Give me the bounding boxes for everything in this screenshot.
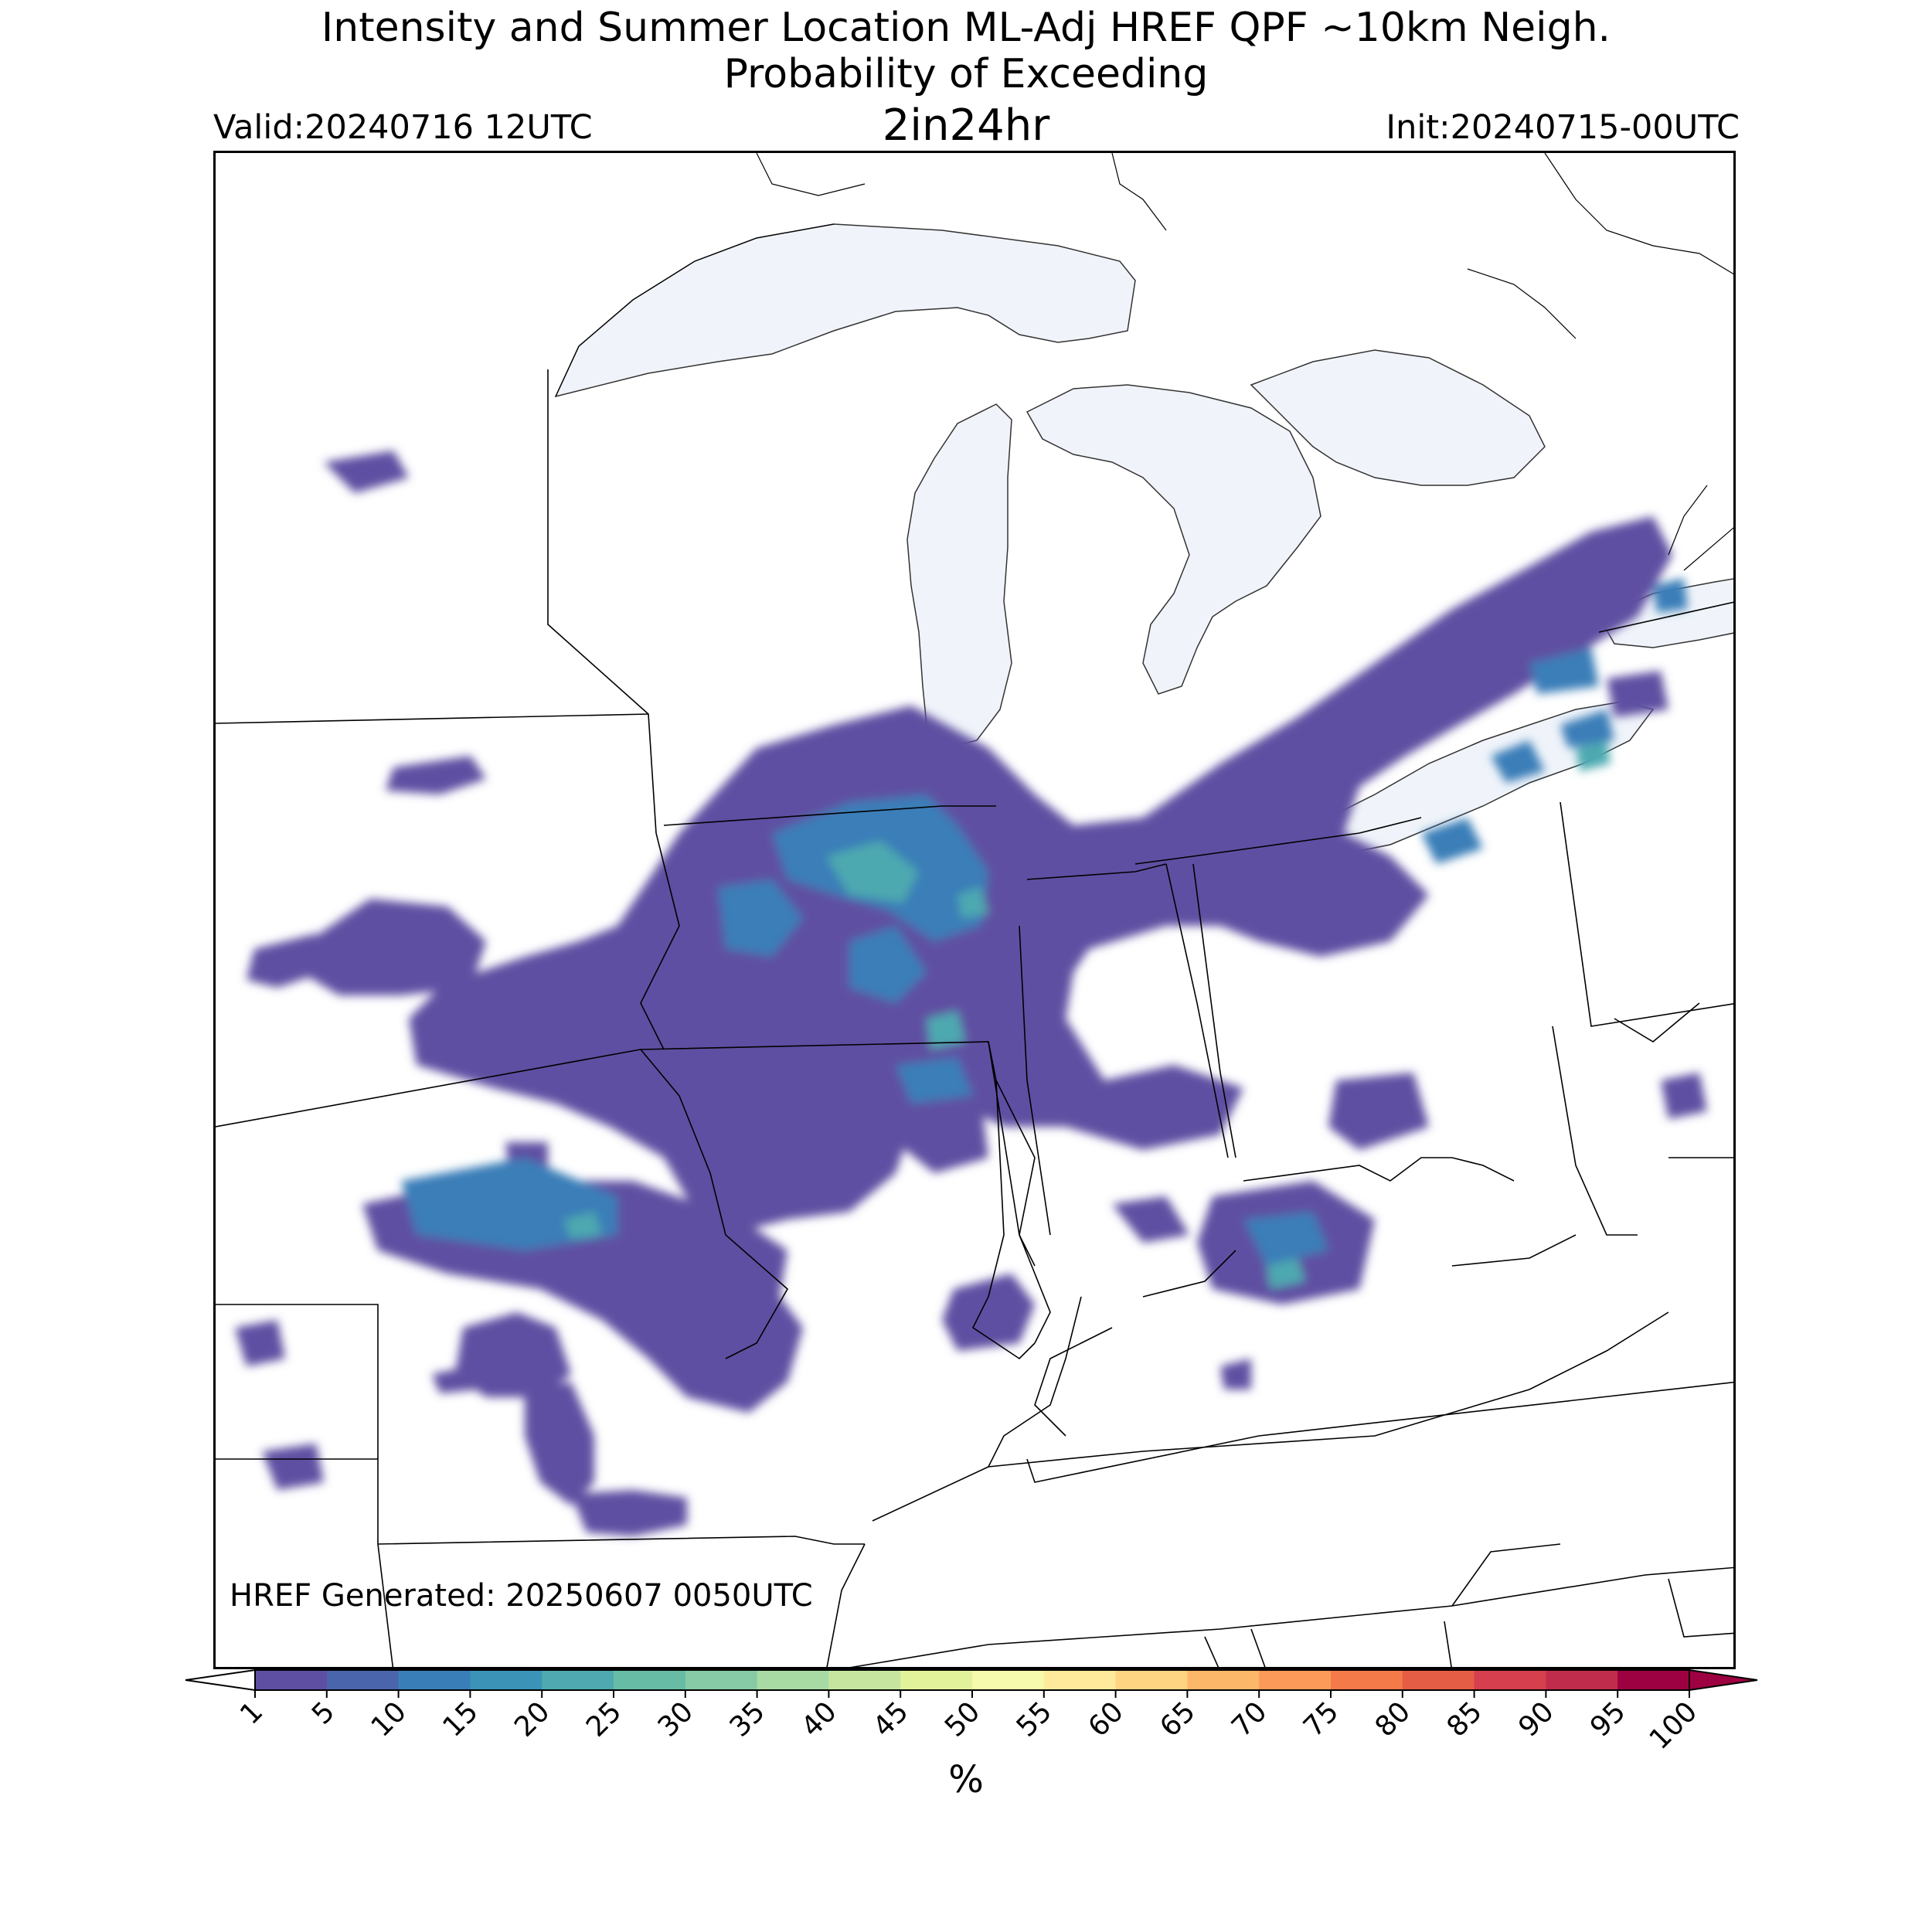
colorbar: 1 5 10 15 20 25 30 35 40 45 50 55 60 65 70 75 80 85 90 95 10… xyxy=(185,1668,1758,1756)
colorbar-segment xyxy=(1402,1670,1475,1690)
lake-huron xyxy=(1026,384,1321,695)
colorbar-segment xyxy=(1474,1670,1546,1690)
colorbar-segment xyxy=(398,1670,471,1690)
colorbar-segment xyxy=(1043,1670,1117,1690)
colorbar-tick-label: 90 xyxy=(1512,1696,1560,1743)
colorbar-tick-label: 45 xyxy=(867,1696,914,1743)
map-title-threshold: 2in24hr xyxy=(882,100,1050,151)
colorbar-tick-label: 35 xyxy=(724,1696,771,1743)
colorbar-segment xyxy=(614,1670,686,1690)
colorbar-segment xyxy=(1546,1670,1618,1690)
map-title-line1: Intensity and Summer Location ML-Adj HRE… xyxy=(321,5,1611,51)
colorbar-tick-label: 5 xyxy=(306,1696,341,1730)
probability-map: HREF Generated: 20250607 0050UTC xyxy=(213,151,1736,1669)
colorbar-segment xyxy=(542,1670,614,1690)
colorbar-tick-label: 85 xyxy=(1441,1696,1488,1743)
colorbar-segment xyxy=(1115,1670,1188,1690)
colorbar-tick-label: 15 xyxy=(437,1696,484,1743)
coastlines xyxy=(555,153,1733,571)
valid-time-label: Valid:20240716 12UTC xyxy=(213,108,593,147)
colorbar-tick-label: 10 xyxy=(366,1696,413,1743)
colorbar-tick-label: 80 xyxy=(1369,1696,1417,1743)
colorbar-extend-min xyxy=(185,1668,256,1692)
colorbar-segment xyxy=(1617,1670,1690,1690)
lake-michigan xyxy=(906,403,1012,749)
colorbar-tick-label: 95 xyxy=(1584,1696,1631,1743)
prob-20-25-band xyxy=(563,740,1611,1289)
colorbar-segment xyxy=(255,1670,328,1690)
colorbar-tick-label: 100 xyxy=(1644,1696,1704,1756)
colorbar-segment xyxy=(972,1670,1045,1690)
colorbar-tick-label: 50 xyxy=(939,1696,986,1743)
init-time-label: Init:20240715-00UTC xyxy=(1386,108,1740,147)
prob-1-5-band xyxy=(235,451,1707,1536)
colorbar-tick-label: 60 xyxy=(1083,1696,1130,1743)
colorbar-tick-label: 20 xyxy=(509,1696,556,1743)
colorbar-tick-label: 40 xyxy=(795,1696,842,1743)
colorbar-tick-label: 75 xyxy=(1298,1696,1345,1743)
colorbar-segment xyxy=(1331,1670,1403,1690)
href-generated-label: HREF Generated: 20250607 0050UTC xyxy=(230,1578,813,1614)
map-canvas: HREF Generated: 20250607 0050UTC xyxy=(216,153,1733,1667)
colorbar-tick-label: 30 xyxy=(652,1696,699,1743)
great-lakes xyxy=(554,223,1733,853)
colorbar-tick-label: 55 xyxy=(1011,1696,1058,1743)
colorbar-segment xyxy=(828,1670,901,1690)
georgian-bay xyxy=(1250,349,1546,486)
colorbar-tick-label: 70 xyxy=(1226,1696,1273,1743)
colorbar-segment xyxy=(685,1670,758,1690)
colorbar-segment xyxy=(900,1670,973,1690)
colorbar-segment xyxy=(1259,1670,1332,1690)
map-title-line2: Probability of Exceeding xyxy=(723,51,1209,97)
colorbar-tick-label: 25 xyxy=(580,1696,628,1743)
colorbar-segment xyxy=(326,1670,400,1690)
colorbar-segment xyxy=(470,1670,543,1690)
state-boundaries xyxy=(216,369,1733,1667)
lake-superior xyxy=(554,223,1136,398)
colorbar-tick-label: 65 xyxy=(1154,1696,1201,1743)
probability-shading xyxy=(235,451,1707,1536)
colorbar-segment xyxy=(1187,1670,1260,1690)
colorbar-unit-label: % xyxy=(948,1758,984,1801)
colorbar-tick-label: 1 xyxy=(234,1696,269,1730)
colorbar-extend-max xyxy=(1689,1668,1758,1692)
colorbar-segment xyxy=(757,1670,829,1690)
